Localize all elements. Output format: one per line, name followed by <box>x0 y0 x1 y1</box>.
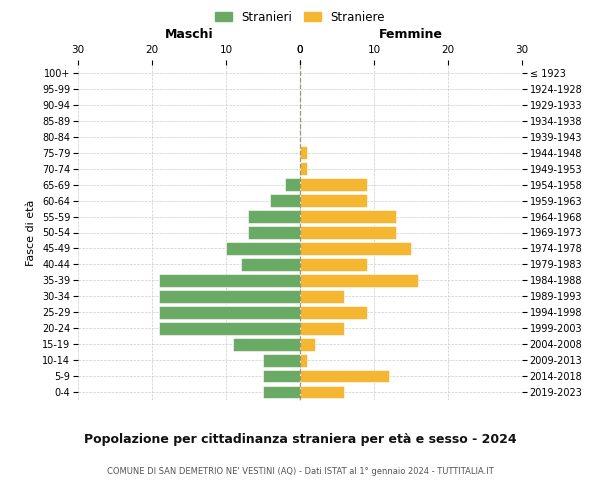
X-axis label: Maschi: Maschi <box>164 28 214 42</box>
Bar <box>300 226 396 239</box>
Bar <box>160 306 300 318</box>
Bar <box>300 274 418 286</box>
Bar <box>248 210 300 223</box>
Bar <box>300 210 396 223</box>
X-axis label: Femmine: Femmine <box>379 28 443 42</box>
Bar <box>226 242 300 255</box>
Bar <box>300 322 344 334</box>
Bar <box>300 258 367 271</box>
Bar <box>300 338 315 350</box>
Bar <box>300 290 344 302</box>
Bar <box>160 290 300 302</box>
Bar <box>300 386 344 398</box>
Y-axis label: Fasce di età: Fasce di età <box>26 200 37 266</box>
Bar <box>271 194 300 207</box>
Bar <box>241 258 300 271</box>
Bar <box>300 354 307 366</box>
Legend: Stranieri, Straniere: Stranieri, Straniere <box>211 6 389 28</box>
Bar <box>300 146 307 159</box>
Bar <box>300 306 367 318</box>
Bar <box>300 242 411 255</box>
Bar <box>300 178 367 191</box>
Bar <box>160 322 300 334</box>
Text: COMUNE DI SAN DEMETRIO NE' VESTINI (AQ) - Dati ISTAT al 1° gennaio 2024 - TUTTIT: COMUNE DI SAN DEMETRIO NE' VESTINI (AQ) … <box>107 468 493 476</box>
Bar <box>300 370 389 382</box>
Bar <box>285 178 300 191</box>
Text: Popolazione per cittadinanza straniera per età e sesso - 2024: Popolazione per cittadinanza straniera p… <box>83 432 517 446</box>
Bar <box>300 162 307 175</box>
Bar <box>160 274 300 286</box>
Bar <box>263 354 300 366</box>
Bar <box>263 370 300 382</box>
Bar <box>233 338 300 350</box>
Bar <box>263 386 300 398</box>
Bar <box>248 226 300 239</box>
Bar <box>300 194 367 207</box>
